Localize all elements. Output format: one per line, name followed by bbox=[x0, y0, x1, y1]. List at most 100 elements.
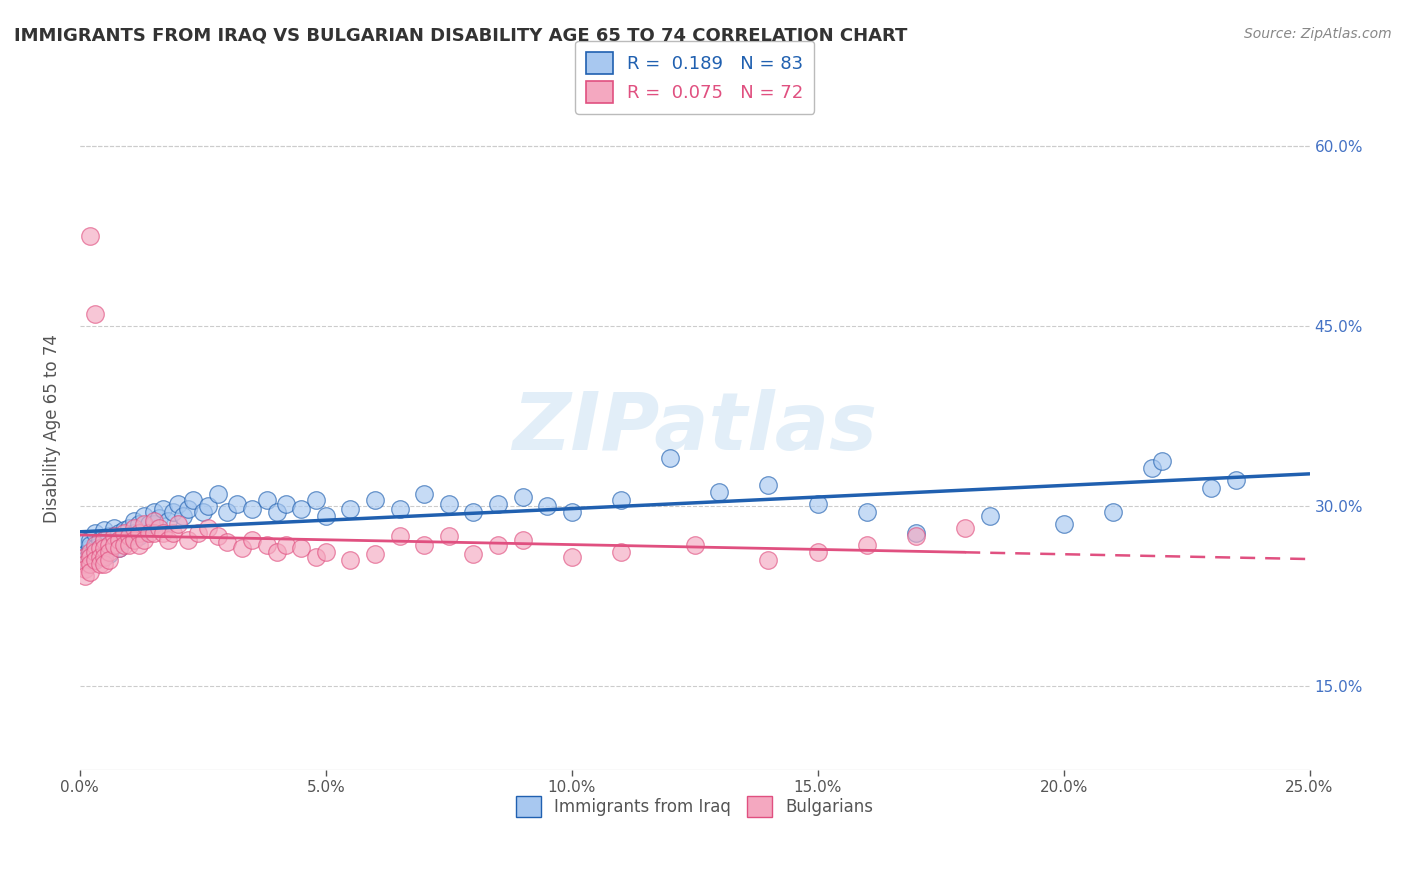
Point bbox=[112, 525, 135, 540]
Point bbox=[73, 557, 96, 571]
Point bbox=[486, 537, 509, 551]
Point bbox=[1052, 517, 1074, 532]
Point bbox=[181, 493, 204, 508]
Point bbox=[73, 549, 96, 564]
Point bbox=[98, 537, 121, 551]
Point bbox=[1225, 473, 1247, 487]
Point bbox=[103, 537, 125, 551]
Point bbox=[561, 549, 583, 564]
Point bbox=[122, 521, 145, 535]
Point bbox=[118, 521, 141, 535]
Text: IMMIGRANTS FROM IRAQ VS BULGARIAN DISABILITY AGE 65 TO 74 CORRELATION CHART: IMMIGRANTS FROM IRAQ VS BULGARIAN DISABI… bbox=[14, 27, 907, 45]
Point bbox=[89, 533, 111, 547]
Point bbox=[1150, 453, 1173, 467]
Point bbox=[256, 493, 278, 508]
Point bbox=[93, 549, 115, 564]
Point bbox=[1140, 460, 1163, 475]
Point bbox=[108, 533, 131, 547]
Point bbox=[89, 557, 111, 571]
Point bbox=[167, 497, 190, 511]
Point bbox=[1199, 481, 1222, 495]
Point bbox=[1101, 505, 1123, 519]
Point bbox=[128, 529, 150, 543]
Point bbox=[98, 553, 121, 567]
Point bbox=[162, 525, 184, 540]
Point bbox=[157, 514, 180, 528]
Point bbox=[142, 514, 165, 528]
Point bbox=[709, 484, 731, 499]
Point bbox=[157, 533, 180, 547]
Point bbox=[905, 529, 928, 543]
Point bbox=[98, 537, 121, 551]
Point bbox=[112, 523, 135, 537]
Point bbox=[364, 493, 387, 508]
Point bbox=[108, 525, 131, 540]
Point bbox=[305, 549, 328, 564]
Point bbox=[305, 493, 328, 508]
Point bbox=[536, 499, 558, 513]
Point bbox=[266, 545, 288, 559]
Point bbox=[83, 541, 105, 555]
Point bbox=[364, 547, 387, 561]
Point bbox=[93, 557, 115, 571]
Legend: Immigrants from Iraq, Bulgarians: Immigrants from Iraq, Bulgarians bbox=[509, 789, 880, 823]
Point bbox=[93, 541, 115, 555]
Point bbox=[217, 505, 239, 519]
Point bbox=[413, 487, 436, 501]
Point bbox=[103, 529, 125, 543]
Y-axis label: Disability Age 65 to 74: Disability Age 65 to 74 bbox=[44, 334, 60, 523]
Point bbox=[83, 545, 105, 559]
Point bbox=[108, 541, 131, 555]
Point bbox=[463, 547, 485, 561]
Point bbox=[807, 497, 830, 511]
Point bbox=[89, 549, 111, 564]
Point bbox=[138, 525, 160, 540]
Point bbox=[132, 533, 155, 547]
Point bbox=[83, 553, 105, 567]
Point bbox=[89, 541, 111, 555]
Point bbox=[118, 529, 141, 543]
Point bbox=[758, 553, 780, 567]
Point bbox=[108, 533, 131, 547]
Point bbox=[388, 529, 411, 543]
Point bbox=[142, 505, 165, 519]
Point bbox=[138, 517, 160, 532]
Point bbox=[610, 545, 633, 559]
Point bbox=[89, 549, 111, 564]
Point bbox=[217, 535, 239, 549]
Point bbox=[128, 517, 150, 532]
Point bbox=[73, 561, 96, 575]
Point bbox=[197, 521, 219, 535]
Point bbox=[73, 535, 96, 549]
Point bbox=[118, 537, 141, 551]
Point bbox=[240, 501, 263, 516]
Point bbox=[339, 553, 361, 567]
Point bbox=[437, 497, 460, 511]
Point bbox=[83, 547, 105, 561]
Point bbox=[187, 525, 209, 540]
Point bbox=[118, 529, 141, 543]
Point bbox=[177, 533, 200, 547]
Point bbox=[103, 537, 125, 551]
Point bbox=[276, 497, 298, 511]
Point bbox=[290, 501, 312, 516]
Point bbox=[276, 537, 298, 551]
Point bbox=[93, 523, 115, 537]
Point bbox=[79, 537, 101, 551]
Point bbox=[315, 545, 337, 559]
Point bbox=[191, 505, 214, 519]
Point bbox=[98, 547, 121, 561]
Point bbox=[226, 497, 249, 511]
Point bbox=[512, 490, 534, 504]
Point bbox=[610, 493, 633, 508]
Point bbox=[83, 553, 105, 567]
Point bbox=[112, 533, 135, 547]
Point bbox=[256, 537, 278, 551]
Point bbox=[339, 501, 361, 516]
Point bbox=[807, 545, 830, 559]
Point bbox=[240, 533, 263, 547]
Point bbox=[122, 533, 145, 547]
Point bbox=[103, 529, 125, 543]
Point bbox=[83, 307, 105, 321]
Point bbox=[79, 557, 101, 571]
